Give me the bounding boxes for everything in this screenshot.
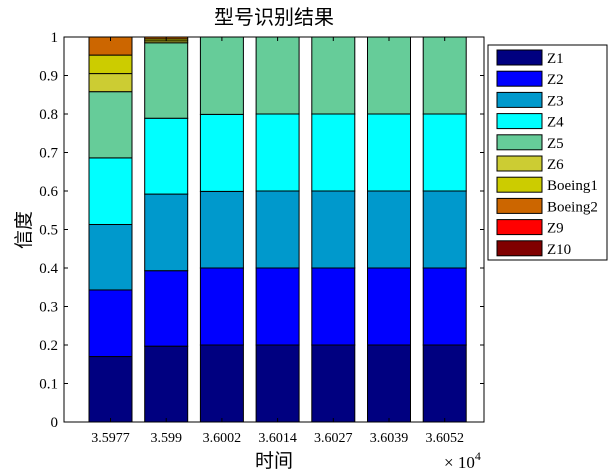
legend: Z1 Z2 Z3 Z4 Z5 Z6 Boeing1 Boeing2 Z9 Z10 [487, 44, 608, 261]
legend-label: Z4 [547, 115, 564, 131]
bar-segment-z3 [88, 223, 133, 291]
bar-segment-z5 [311, 36, 356, 115]
bar-segment-z1 [311, 344, 356, 423]
legend-label: Z3 [547, 93, 564, 109]
bar-segment-z4 [422, 113, 467, 192]
x-tick-label: 3.6014 [258, 431, 297, 446]
legend-label: Z2 [547, 72, 564, 88]
bar-segment-z1 [367, 344, 411, 423]
bar-segment-z5 [255, 36, 300, 115]
y-tick-label: 0.3 [39, 300, 58, 316]
y-axis-label: 信度 [13, 211, 35, 249]
bar-segment-z1 [88, 356, 133, 423]
legend-swatch [496, 49, 543, 66]
x-tick-label: 3.6039 [370, 431, 409, 446]
bar-segment-z2 [367, 267, 411, 346]
bar-segment-z4 [255, 113, 300, 192]
bar-segment-z2 [422, 267, 467, 346]
bar-segment-z2 [144, 270, 189, 347]
legend-label: Z10 [547, 242, 571, 258]
bar-segment-z2 [88, 289, 133, 358]
y-tick-label: 0.7 [39, 146, 58, 162]
bar-segment-z5 [144, 42, 189, 119]
bar-segment-z1 [199, 344, 244, 423]
bar-segment-z3 [311, 190, 356, 269]
y-tick-label: 0.8 [39, 107, 58, 123]
legend-label: Z1 [547, 51, 564, 67]
x-tick-label: 3.599 [150, 431, 182, 446]
chart-title: 型号识别结果 [214, 6, 334, 29]
x-tick-label: 3.5977 [91, 431, 130, 446]
bar-segment-boeing1 [88, 54, 133, 75]
legend-label: Z6 [547, 157, 564, 173]
legend-swatch [496, 70, 543, 87]
bar-segment-z1 [255, 344, 300, 423]
bar-segment-z3 [367, 190, 411, 269]
legend-swatch [496, 219, 543, 236]
legend-swatch [496, 113, 543, 130]
legend-label: Z5 [547, 136, 564, 152]
legend-swatch [496, 155, 543, 172]
bar-segment-z6 [88, 73, 133, 93]
bar-segment-z5 [422, 36, 467, 115]
bar-segment-z1 [422, 344, 467, 423]
bar-segment-z5 [367, 36, 411, 115]
x-tick-label: 3.6027 [314, 431, 353, 446]
legend-swatch [496, 91, 543, 108]
y-tick-label: 0 [51, 415, 59, 431]
y-tick-label: 0.1 [39, 377, 58, 393]
x-axis-label: 时间 [255, 450, 293, 472]
bar-segment-z3 [422, 190, 467, 269]
bar-segment-z5 [199, 36, 244, 115]
bar-segment-z3 [199, 190, 244, 269]
x-tick-label: 3.6052 [425, 431, 464, 446]
bar-segment-z4 [367, 113, 411, 192]
bar-segment-z4 [88, 157, 133, 225]
legend-swatch [496, 176, 543, 193]
legend-swatch [496, 134, 543, 151]
bar-segment-z2 [311, 267, 356, 346]
legend-label: Boeing1 [547, 178, 598, 194]
bar-segment-z2 [255, 267, 300, 346]
bar-segment-z3 [144, 193, 189, 272]
legend-swatch [496, 240, 543, 257]
bar-segment-z4 [311, 113, 356, 192]
x-tick-label: 3.6002 [203, 431, 242, 446]
bar-segment-z4 [144, 117, 189, 195]
y-tick-label: 0.6 [39, 184, 58, 200]
bar-segment-z3 [255, 190, 300, 269]
bar-segment-z4 [199, 113, 244, 192]
legend-label: Z9 [547, 221, 564, 237]
y-tick-label: 0.4 [39, 261, 58, 277]
bar-segment-z1 [144, 345, 189, 423]
legend-label: Boeing2 [547, 199, 598, 215]
y-tick-label: 0.9 [39, 69, 58, 85]
x-multiplier: × 104 [444, 449, 481, 472]
legend-swatch [496, 197, 543, 214]
y-tick-label: 0.5 [39, 223, 58, 239]
y-tick-label: 1 [51, 30, 59, 46]
bar-segment-z2 [199, 267, 244, 346]
bar-segment-z5 [88, 91, 133, 159]
y-tick-label: 0.2 [39, 338, 58, 354]
